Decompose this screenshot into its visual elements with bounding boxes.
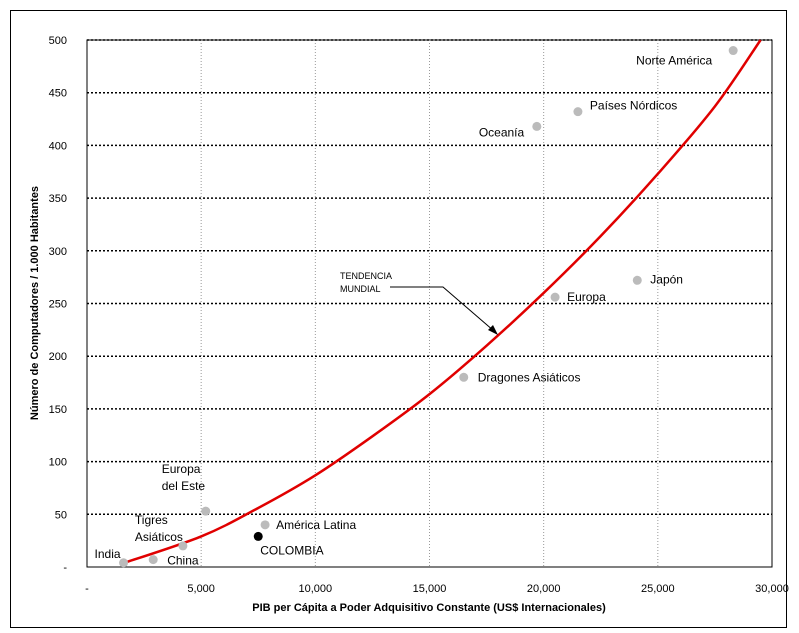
data-point bbox=[201, 506, 211, 516]
data-point-label: India bbox=[95, 547, 121, 561]
x-tick-label: 15,000 bbox=[413, 583, 447, 595]
y-axis-title: Número de Computadores / 1.000 Habitante… bbox=[29, 186, 41, 420]
trend-line bbox=[120, 39, 762, 566]
x-tick-label: 30,000 bbox=[755, 583, 789, 595]
gridlines bbox=[87, 39, 772, 567]
x-tick-label: - bbox=[85, 583, 89, 595]
y-tick-label: 300 bbox=[49, 246, 67, 258]
data-point bbox=[119, 558, 129, 568]
data-point bbox=[728, 46, 738, 56]
data-point-label: Tigres Asiáticos bbox=[135, 513, 183, 544]
x-tick-label: 20,000 bbox=[527, 583, 561, 595]
y-tick-label: 250 bbox=[49, 299, 67, 311]
data-point bbox=[253, 531, 263, 541]
data-point-label: China bbox=[167, 554, 199, 568]
trend-label-arrowhead bbox=[488, 325, 498, 335]
data-point-label: Oceanía bbox=[479, 125, 525, 139]
y-tick-label: 500 bbox=[49, 35, 67, 47]
data-point-label: Países Nórdicos bbox=[590, 99, 677, 113]
y-tick-label: 400 bbox=[49, 140, 67, 152]
data-point bbox=[148, 555, 158, 565]
data-point bbox=[260, 520, 270, 530]
data-point-label: América Latina bbox=[276, 518, 356, 532]
y-tick-label: 100 bbox=[49, 457, 67, 469]
data-point bbox=[178, 541, 188, 551]
data-point-label: Norte América bbox=[636, 54, 712, 68]
data-point bbox=[573, 107, 583, 117]
y-tick-label: 50 bbox=[55, 509, 67, 521]
x-tick-label: 5,000 bbox=[187, 583, 215, 595]
y-tick-label: 350 bbox=[49, 193, 67, 205]
y-tick-label: 200 bbox=[49, 351, 67, 363]
x-axis-title: PIB per Cápita a Poder Adquisitivo Const… bbox=[252, 602, 606, 614]
data-point bbox=[459, 372, 469, 382]
x-tick-label: 10,000 bbox=[299, 583, 333, 595]
y-tick-label: 150 bbox=[49, 404, 67, 416]
data-point-label: Europa bbox=[567, 290, 606, 304]
trend-label-line-1: TENDENCIA bbox=[340, 271, 392, 281]
data-point bbox=[550, 292, 560, 302]
trend-layer bbox=[120, 39, 762, 566]
tick-labels: - 5,000 10,000 15,000 20,000 25,000 30,000 - 50 1… bbox=[49, 35, 789, 595]
x-tick-label: 25,000 bbox=[641, 583, 675, 595]
data-point bbox=[632, 275, 642, 285]
points-layer: India China Tigres Asiáticos Europa del Este A… bbox=[95, 46, 738, 568]
y-tick-label: 450 bbox=[49, 88, 67, 100]
trend-label-arrow-line bbox=[390, 286, 495, 332]
data-point-label: COLOMBIA bbox=[260, 543, 323, 557]
y-tick-label: - bbox=[63, 562, 67, 574]
data-point-label: Dragones Asiáticos bbox=[478, 370, 581, 384]
trend-label-line-2: MUNDIAL bbox=[340, 284, 381, 294]
data-point-label: Japón bbox=[650, 272, 683, 286]
data-point bbox=[532, 121, 542, 131]
data-point-label: Europa del Este bbox=[162, 462, 206, 493]
